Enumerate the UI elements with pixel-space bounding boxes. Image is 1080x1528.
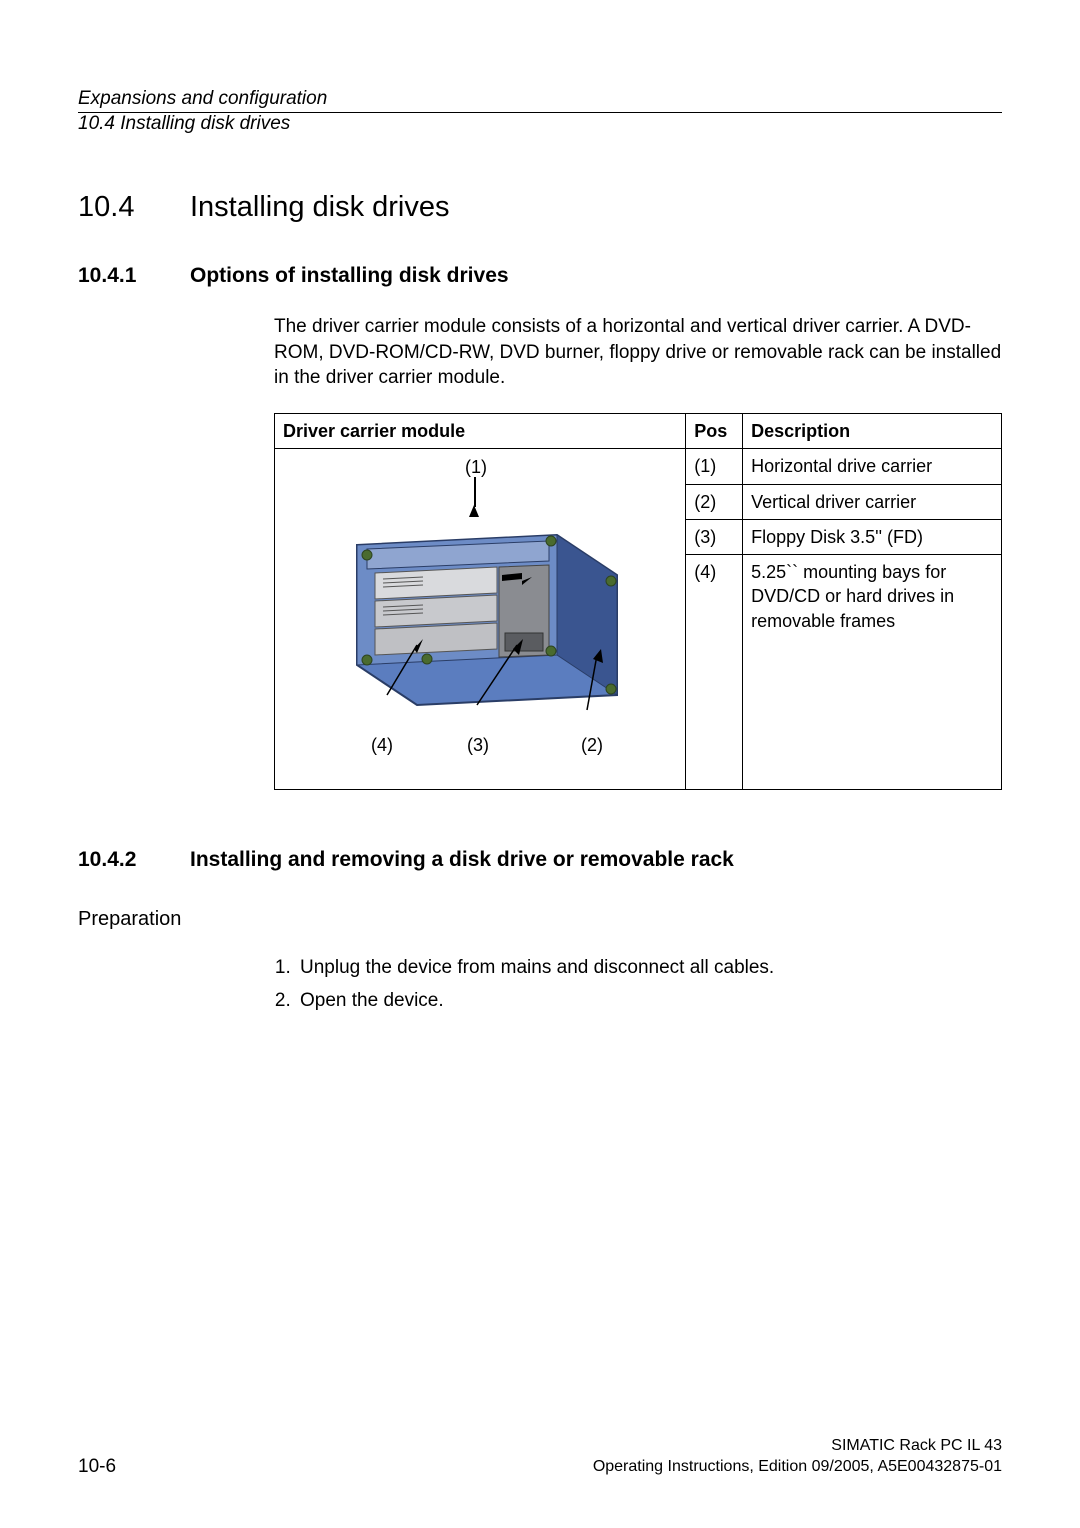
section-ref: 10.4 Installing disk drives: [78, 113, 1002, 135]
footer-docref: Operating Instructions, Edition 09/2005,…: [593, 1456, 1002, 1478]
preparation-steps: Unplug the device from mains and disconn…: [274, 953, 1002, 1016]
footer-product: SIMATIC Rack PC IL 43: [593, 1435, 1002, 1457]
step-item: Unplug the device from mains and disconn…: [296, 953, 1002, 983]
callout-1-line: [474, 477, 476, 507]
desc-cell: Floppy Disk 3.5'' (FD): [743, 519, 1002, 554]
table-row: (1): [275, 449, 1002, 484]
subsection-1-paragraph: The driver carrier module consists of a …: [274, 314, 1002, 391]
th-desc: Description: [743, 413, 1002, 448]
desc-cell: Vertical driver carrier: [743, 484, 1002, 519]
section-title: Installing disk drives: [190, 191, 450, 224]
subsection-1-number: 10.4.1: [78, 264, 190, 288]
subsection-1-title: Options of installing disk drives: [190, 264, 509, 288]
section-number: 10.4: [78, 191, 190, 224]
callout-2: (2): [581, 733, 603, 757]
callout-4: (4): [371, 733, 393, 757]
module-diagram: (1): [275, 449, 673, 769]
desc-cell: 5.25`` mounting bays for DVD/CD or hard …: [743, 555, 1002, 790]
th-pos: Pos: [686, 413, 743, 448]
page: Expansions and configuration 10.4 Instal…: [0, 0, 1080, 1528]
pos-cell: (3): [686, 519, 743, 554]
module-image-cell: (1): [275, 449, 686, 790]
th-module: Driver carrier module: [275, 413, 686, 448]
driver-carrier-table: Driver carrier module Pos Description (1…: [274, 413, 1002, 790]
subsection-2-number: 10.4.2: [78, 848, 190, 872]
footer-info: SIMATIC Rack PC IL 43 Operating Instruct…: [593, 1435, 1002, 1478]
step-item: Open the device.: [296, 986, 1002, 1016]
pos-cell: (2): [686, 484, 743, 519]
pos-cell: (1): [686, 449, 743, 484]
pos-cell: (4): [686, 555, 743, 790]
preparation-heading: Preparation: [78, 908, 1002, 931]
subsection-2-title: Installing and removing a disk drive or …: [190, 848, 734, 872]
callout-3: (3): [467, 733, 489, 757]
page-footer: 10-6 SIMATIC Rack PC IL 43 Operating Ins…: [78, 1435, 1002, 1478]
subsection-1-heading: 10.4.1 Options of installing disk drives: [78, 264, 1002, 288]
page-number: 10-6: [78, 1456, 116, 1478]
table-header-row: Driver carrier module Pos Description: [275, 413, 1002, 448]
callout-1: (1): [465, 455, 487, 479]
table-wrapper: Driver carrier module Pos Description (1…: [274, 413, 1002, 790]
subsection-2-heading: 10.4.2 Installing and removing a disk dr…: [78, 848, 1002, 872]
drive-carrier-svg: [327, 505, 627, 725]
desc-cell: Horizontal drive carrier: [743, 449, 1002, 484]
section-heading: 10.4 Installing disk drives: [78, 191, 1002, 224]
chapter-title: Expansions and configuration: [78, 88, 1002, 110]
